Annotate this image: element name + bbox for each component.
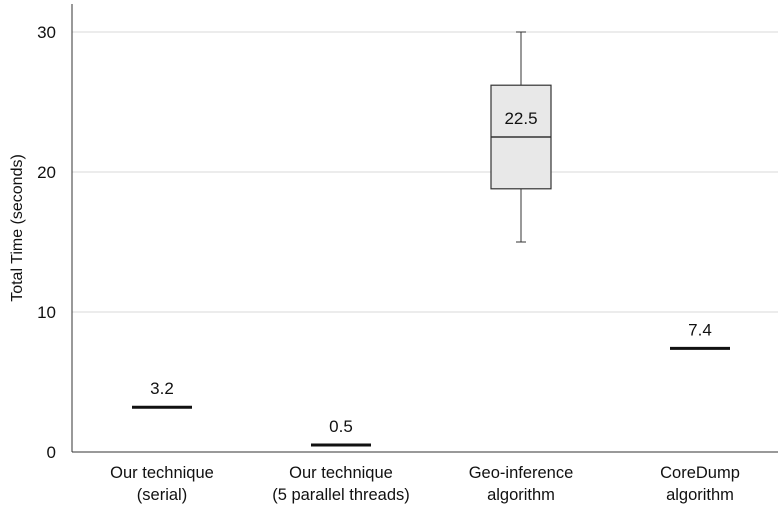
category-label-line: Our technique — [289, 464, 393, 482]
y-tick-label: 0 — [47, 443, 56, 462]
category-label-line: (serial) — [137, 486, 187, 504]
y-tick-labels: 0 10 20 30 — [37, 23, 56, 462]
y-axis-title: Total Time (seconds) — [9, 154, 26, 302]
category-label-line: Our technique — [110, 464, 214, 482]
y-tick-label: 30 — [37, 23, 56, 42]
data-label: 0.5 — [329, 417, 353, 436]
data-label: 22.5 — [504, 109, 537, 128]
category-label: CoreDump algorithm — [660, 464, 740, 504]
category-label-line: CoreDump — [660, 464, 740, 482]
category-label-line: Geo-inference — [469, 464, 574, 482]
category-label-line: algorithm — [487, 486, 555, 504]
gridlines — [72, 31, 778, 313]
category-label: Geo-inference algorithm — [469, 464, 574, 504]
y-tick-label: 20 — [37, 163, 56, 182]
category-label: Our technique (serial) — [110, 464, 214, 504]
data-label: 3.2 — [150, 379, 174, 398]
category-label-line: algorithm — [666, 486, 734, 504]
axes — [71, 4, 778, 453]
category-labels: Our technique (serial) Our technique (5 par… — [110, 464, 740, 504]
data-label: 7.4 — [688, 320, 712, 339]
y-tick-label: 10 — [37, 303, 56, 322]
data-labels: 3.2 0.5 22.5 7.4 — [150, 109, 712, 436]
data-marks — [132, 31, 730, 447]
category-label-line: (5 parallel threads) — [272, 486, 410, 504]
category-label: Our technique (5 parallel threads) — [272, 464, 410, 504]
